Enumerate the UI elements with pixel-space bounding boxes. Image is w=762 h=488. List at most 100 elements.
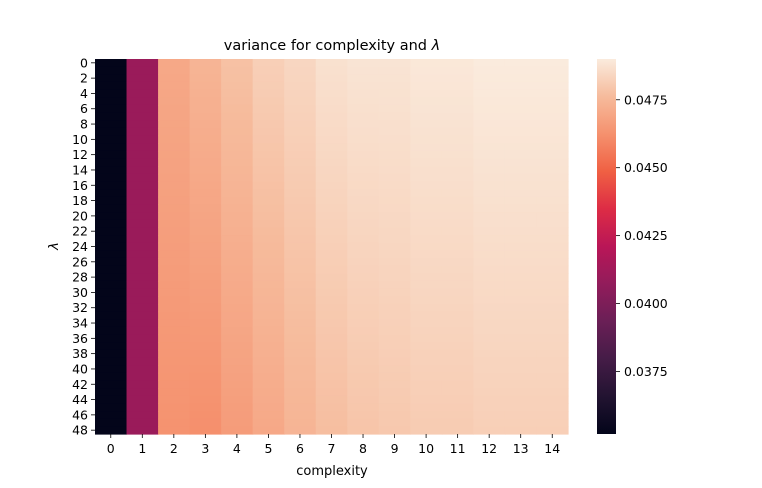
heatmap-cell	[95, 196, 128, 206]
heatmap-cell	[221, 380, 254, 389]
heatmap-cell	[536, 235, 569, 244]
heatmap-cell	[158, 158, 191, 167]
heatmap-cell	[378, 326, 411, 336]
heatmap-cell	[284, 120, 317, 129]
heatmap-cell	[158, 280, 191, 290]
heatmap-cell	[347, 242, 380, 251]
heatmap-cell	[126, 418, 159, 427]
heatmap-cell	[504, 235, 538, 244]
heatmap-cell	[441, 127, 474, 137]
heatmap-cell	[347, 127, 380, 137]
heatmap-cell	[347, 181, 380, 190]
heatmap-cell	[504, 303, 538, 313]
heatmap-cell	[284, 127, 317, 137]
heatmap-cell	[410, 380, 443, 389]
heatmap-cell	[347, 288, 380, 297]
heatmap-cell	[126, 196, 159, 206]
heatmap-cell	[315, 112, 348, 121]
heatmap-cell	[536, 219, 569, 228]
heatmap-cell	[189, 227, 222, 236]
heatmap-cell	[347, 219, 380, 228]
heatmap-cell	[504, 104, 538, 114]
heatmap-cell	[315, 365, 348, 374]
heatmap-cell	[378, 212, 411, 221]
x-tick-label: 4	[233, 441, 241, 456]
heatmap-cell	[473, 204, 506, 213]
y-tick-label: 38	[72, 346, 88, 361]
heatmap-cell	[504, 426, 538, 435]
heatmap-cell	[221, 227, 254, 236]
heatmap-cell	[536, 418, 569, 427]
heatmap-cell	[378, 319, 411, 328]
heatmap-cell	[126, 426, 159, 435]
heatmap-cell	[378, 81, 411, 91]
heatmap-cell	[252, 257, 285, 267]
heatmap-cell	[347, 196, 380, 206]
heatmap-cell	[189, 204, 222, 213]
heatmap-cell	[504, 150, 538, 160]
heatmap-cell	[441, 250, 474, 259]
heatmap-cell	[504, 66, 538, 75]
heatmap-cell	[189, 303, 222, 313]
heatmap-cell	[284, 104, 317, 114]
heatmap-cell	[158, 74, 191, 83]
colorbar	[597, 59, 616, 434]
heatmap-cell	[284, 265, 317, 274]
heatmap-cell	[378, 372, 411, 382]
heatmap-cell	[252, 357, 285, 366]
heatmap-cell	[504, 372, 538, 382]
chart-title: variance for complexity and λ	[224, 38, 440, 54]
heatmap-cell	[441, 173, 474, 183]
heatmap-cell	[536, 296, 569, 305]
heatmap-cell	[378, 380, 411, 389]
heatmap-cell	[441, 319, 474, 328]
heatmap-cell	[536, 250, 569, 259]
heatmap-cell	[504, 143, 538, 152]
heatmap-cell	[315, 319, 348, 328]
heatmap-cell	[189, 112, 222, 121]
heatmap-cell	[473, 112, 506, 121]
heatmap-cell	[252, 120, 285, 129]
heatmap-cell	[504, 196, 538, 206]
heatmap-cell	[158, 235, 191, 244]
heatmap-cell	[347, 120, 380, 129]
heatmap-cell	[473, 150, 506, 160]
heatmap-cell	[410, 66, 443, 75]
heatmap-cell	[189, 74, 222, 83]
heatmap-cell	[252, 426, 285, 435]
heatmap-cell	[347, 280, 380, 290]
heatmap-cell	[347, 204, 380, 213]
heatmap-cell	[536, 158, 569, 167]
heatmap-cell	[95, 303, 128, 313]
heatmap-cell	[284, 173, 317, 183]
heatmap-cell	[441, 273, 474, 282]
heatmap-cell	[126, 204, 159, 213]
heatmap-cell	[347, 59, 380, 68]
heatmap-cell	[504, 418, 538, 427]
heatmap-cell	[504, 257, 538, 267]
heatmap-cell	[536, 227, 569, 236]
heatmap-cell	[473, 242, 506, 251]
heatmap-cell	[221, 166, 254, 175]
heatmap-cell	[221, 120, 254, 129]
heatmap-cell	[252, 311, 285, 320]
colorbar-tick-label: 0.0375	[624, 364, 668, 379]
heatmap-cell	[410, 173, 443, 183]
heatmap-cell	[315, 189, 348, 198]
heatmap-cell	[315, 388, 348, 397]
heatmap-cell	[189, 97, 222, 106]
heatmap-cell	[378, 104, 411, 114]
heatmap-cell	[347, 265, 380, 274]
heatmap-cell	[252, 189, 285, 198]
heatmap-cell	[284, 380, 317, 389]
heatmap-cell	[473, 212, 506, 221]
heatmap-cell	[189, 150, 222, 160]
heatmap-cell	[158, 418, 191, 427]
heatmap-cell	[347, 81, 380, 91]
heatmap-cell	[284, 150, 317, 160]
heatmap-cell	[410, 303, 443, 313]
heatmap-cell	[441, 189, 474, 198]
heatmap-cell	[284, 89, 317, 98]
heatmap-cell	[221, 388, 254, 397]
heatmap-cell	[410, 319, 443, 328]
